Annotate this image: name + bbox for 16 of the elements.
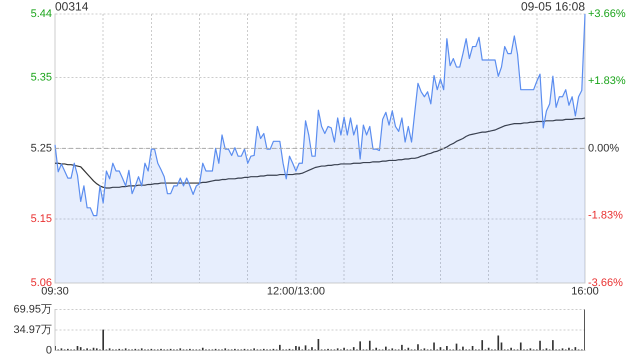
y-tick-label: 5.35	[30, 72, 52, 84]
x-tick-label: 12:00/13:00	[266, 285, 325, 298]
text: 09-05 16:08	[520, 0, 586, 14]
y-tick-label: 5.15	[30, 213, 52, 226]
y2-tick-label: +3.66%	[588, 8, 626, 20]
y-tick-label: 34.97万	[13, 324, 52, 336]
y2-tick-label: 0.00%	[588, 142, 620, 154]
y-tick-label: 0	[46, 344, 52, 356]
y2-tick-label: +1.83%	[588, 75, 626, 88]
chart-title: 00314	[55, 0, 89, 14]
x-tick-label: 16:00	[571, 285, 599, 298]
x-tick-label: 09:30	[41, 285, 69, 298]
y-tick-label: 69.95万	[13, 304, 52, 316]
y2-tick-label: -1.83%	[588, 210, 624, 222]
y-tick-label: 5.44	[30, 8, 52, 20]
y-tick-label: 5.25	[30, 142, 52, 154]
